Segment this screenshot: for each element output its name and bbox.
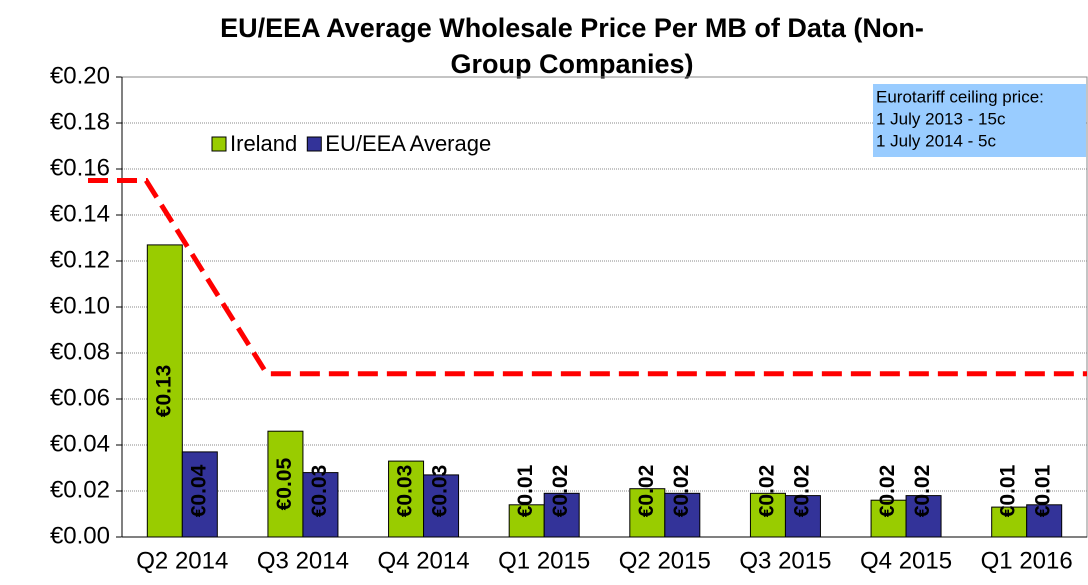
annotation-text: Eurotariff ceiling price: — [876, 87, 1044, 106]
x-tick-label: Q4 2014 — [378, 547, 470, 574]
value-label: €0.01 — [997, 464, 1020, 517]
value-label: €0.03 — [394, 465, 417, 518]
value-label: €0.03 — [429, 465, 452, 518]
bar — [629, 488, 666, 538]
bar — [664, 492, 701, 538]
y-tick-label: €0.14 — [50, 200, 110, 227]
legend-label: Ireland — [230, 131, 297, 156]
x-tick-label: Q2 2015 — [619, 547, 711, 574]
value-label: €0.02 — [790, 465, 813, 518]
y-tick-label: €0.12 — [50, 246, 110, 273]
x-tick-label: Q1 2016 — [981, 547, 1073, 574]
value-label: €0.13 — [152, 365, 175, 418]
value-label: €0.02 — [549, 465, 572, 518]
chart-title: Group Companies) — [450, 49, 693, 79]
value-label: €0.02 — [755, 465, 778, 518]
y-tick-label: €0.16 — [50, 154, 110, 181]
legend-swatch — [211, 136, 227, 152]
x-tick-label: Q3 2015 — [739, 547, 831, 574]
bar — [388, 460, 425, 538]
annotation-text: 1 July 2014 - 5c — [876, 131, 997, 150]
annotation-box — [873, 84, 1086, 157]
bar — [302, 472, 339, 538]
y-tick-label: €0.06 — [50, 384, 110, 411]
value-label: €0.05 — [273, 458, 296, 511]
bar — [508, 504, 545, 538]
bar — [423, 474, 460, 538]
bar — [991, 506, 1028, 538]
bar — [181, 451, 218, 538]
chart-title: EU/EEA Average Wholesale Price Per MB of… — [220, 13, 924, 43]
value-label: €0.02 — [876, 465, 899, 518]
x-tick-label: Q4 2015 — [860, 547, 952, 574]
bar — [905, 495, 942, 538]
x-tick-label: Q2 2014 — [136, 547, 228, 574]
value-label: €0.04 — [187, 464, 210, 517]
y-tick-label: €0.02 — [50, 476, 110, 503]
value-label: €0.02 — [635, 465, 658, 518]
bar — [870, 499, 907, 538]
bar — [749, 492, 786, 538]
bar — [784, 495, 821, 538]
bar — [146, 244, 183, 538]
ceiling-line — [88, 178, 1087, 377]
value-label: €0.01 — [1032, 464, 1055, 517]
bar — [267, 430, 304, 538]
y-tick-label: €0.00 — [50, 522, 110, 549]
value-label: €0.02 — [670, 465, 693, 518]
x-tick-label: Q1 2015 — [498, 547, 590, 574]
y-tick-label: €0.20 — [50, 62, 110, 89]
value-label: €0.03 — [308, 465, 331, 518]
bar — [543, 492, 580, 538]
annotation-text: 1 July 2013 - 15c — [876, 109, 1006, 128]
y-tick-label: €0.04 — [50, 430, 110, 457]
x-tick-label: Q3 2014 — [257, 547, 349, 574]
y-tick-label: €0.08 — [50, 338, 110, 365]
legend-swatch — [306, 136, 322, 152]
y-tick-label: €0.18 — [50, 108, 110, 135]
bar — [1026, 504, 1063, 538]
legend-label: EU/EEA Average — [325, 131, 491, 156]
value-label: €0.02 — [911, 465, 934, 518]
y-tick-label: €0.10 — [50, 292, 110, 319]
value-label: €0.01 — [514, 464, 537, 517]
